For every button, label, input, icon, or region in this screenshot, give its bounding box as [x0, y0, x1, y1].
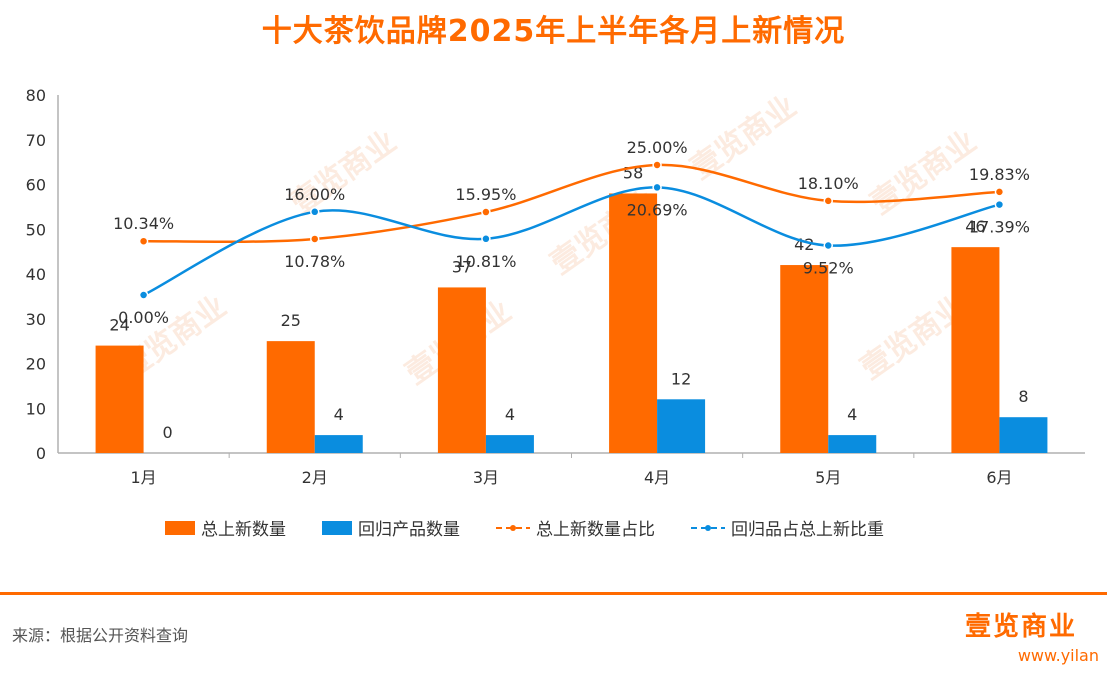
x-tick-label-5: 6月: [986, 468, 1012, 487]
y-tick-label-70: 70: [26, 131, 46, 150]
point-total-ratio-label-3: 25.00%: [627, 138, 688, 157]
brand-site: www.yilan: [1017, 646, 1099, 665]
legend-swatch-total-ratio: [496, 521, 530, 535]
brand-logo: 壹览商业: [964, 612, 1077, 642]
x-tick-label-4: 5月: [815, 468, 841, 487]
watermark-4: 壹览商业: [685, 89, 803, 186]
bar-return-2: [485, 435, 534, 453]
point-return-ratio-label-5: 17.39%: [969, 218, 1030, 237]
point-return-ratio-label-0: 0.00%: [118, 308, 169, 327]
legend-item-total[interactable]: 总上新数量: [165, 515, 286, 540]
point-return-ratio-5: [994, 199, 1005, 210]
x-tick-label-3: 4月: [644, 468, 670, 487]
point-return-ratio-label-4: 9.52%: [803, 258, 854, 277]
point-total-ratio-1: [310, 234, 320, 244]
point-return-ratio-1: [310, 207, 320, 217]
bar-total-1: [266, 341, 315, 453]
point-total-ratio-3: [652, 160, 662, 170]
y-tick-label-20: 20: [26, 355, 46, 374]
bar-total-label-1: 25: [281, 311, 301, 330]
point-return-ratio-label-2: 10.81%: [455, 252, 516, 271]
chart-canvas: 壹览商业壹览商业壹览商业壹览商业壹览商业壹览商业壹览商业010203040506…: [26, 86, 1085, 487]
bar-return-label-4: 4: [847, 405, 857, 424]
point-return-ratio-label-1: 16.00%: [284, 185, 345, 204]
legend-item-return-ratio[interactable]: 回归品占总上新比重: [691, 515, 884, 540]
point-total-ratio-label-0: 10.34%: [113, 214, 174, 233]
x-tick-label-0: 1月: [130, 468, 156, 487]
legend-swatch-total: [165, 520, 195, 535]
point-total-ratio-label-5: 19.83%: [969, 165, 1030, 184]
point-total-ratio-2: [481, 207, 491, 217]
point-total-ratio-label-2: 15.95%: [455, 185, 516, 204]
y-tick-label-30: 30: [26, 310, 46, 329]
line-total-ratio: [143, 163, 1000, 244]
point-total-ratio-label-4: 18.10%: [798, 174, 859, 193]
bar-return-label-3: 12: [671, 369, 691, 388]
bar-total-0: [95, 345, 144, 453]
point-total-ratio-5: [994, 187, 1005, 197]
chart-title: 十大茶饮品牌2025年上半年各月上新情况: [261, 14, 846, 49]
point-total-ratio-0: [138, 236, 149, 246]
footer-divider: [0, 592, 1107, 595]
legend-item-total-ratio[interactable]: 总上新数量占比: [496, 515, 655, 540]
legend-label-total-ratio: 总上新数量占比: [536, 520, 655, 540]
bar-total-2: [437, 287, 486, 453]
point-return-ratio-3: [652, 182, 662, 193]
bar-return-1: [314, 435, 363, 453]
legend-label-return-ratio: 回归品占总上新比重: [731, 520, 884, 540]
legend-label-return: 回归产品数量: [358, 520, 460, 540]
bar-total-label-4: 42: [794, 235, 814, 254]
y-tick-label-50: 50: [26, 220, 46, 239]
bar-total-label-5: 46: [965, 217, 985, 236]
y-tick-label-40: 40: [26, 265, 46, 284]
legend-item-return[interactable]: 回归产品数量: [322, 515, 460, 540]
bar-return-5: [999, 417, 1048, 453]
point-return-ratio-label-3: 20.69%: [627, 200, 688, 219]
legend-swatch-return-ratio: [691, 521, 725, 535]
y-tick-label-60: 60: [26, 176, 46, 195]
y-tick-label-80: 80: [26, 86, 46, 105]
x-tick-label-1: 2月: [302, 468, 328, 487]
line-return-ratio: [143, 186, 1000, 297]
point-return-ratio-0: [138, 290, 149, 300]
watermark-6: 壹览商业: [865, 124, 983, 221]
y-tick-label-0: 0: [36, 444, 46, 463]
watermark-1: 壹览商业: [285, 124, 403, 221]
bar-return-label-5: 8: [1018, 387, 1028, 406]
bar-total-5: [951, 247, 1000, 453]
source-note: 来源：根据公开资料查询: [12, 626, 189, 645]
bar-return-4: [828, 435, 877, 453]
point-return-ratio-2: [481, 234, 491, 244]
legend: 总上新数量 回归产品数量 总上新数量占比 回归品占总上新比重: [165, 515, 884, 540]
bar-total-label-0: 24: [109, 316, 129, 335]
bar-return-label-1: 4: [334, 405, 344, 424]
x-tick-label-2: 3月: [473, 468, 499, 487]
bar-total-label-2: 37: [452, 257, 472, 276]
point-total-ratio-4: [823, 196, 833, 206]
bar-return-3: [657, 399, 706, 453]
bar-total-3: [609, 193, 658, 453]
bar-total-4: [780, 265, 829, 453]
legend-swatch-return: [322, 520, 352, 535]
legend-label-total: 总上新数量: [201, 520, 286, 540]
point-total-ratio-label-1: 10.78%: [284, 252, 345, 271]
y-tick-label-10: 10: [26, 399, 46, 418]
bar-return-label-2: 4: [505, 405, 515, 424]
bar-return-label-0: 0: [162, 423, 172, 442]
point-return-ratio-4: [823, 240, 833, 251]
